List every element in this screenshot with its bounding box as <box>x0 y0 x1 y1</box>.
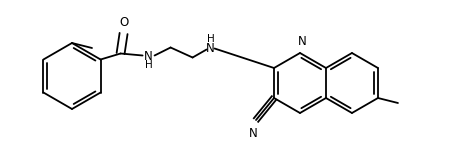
Text: O: O <box>119 16 128 30</box>
Text: N: N <box>206 42 215 55</box>
Text: N: N <box>144 50 153 63</box>
Text: H: H <box>145 61 153 70</box>
Text: N: N <box>298 35 306 48</box>
Text: H: H <box>207 34 214 45</box>
Text: N: N <box>249 127 257 140</box>
